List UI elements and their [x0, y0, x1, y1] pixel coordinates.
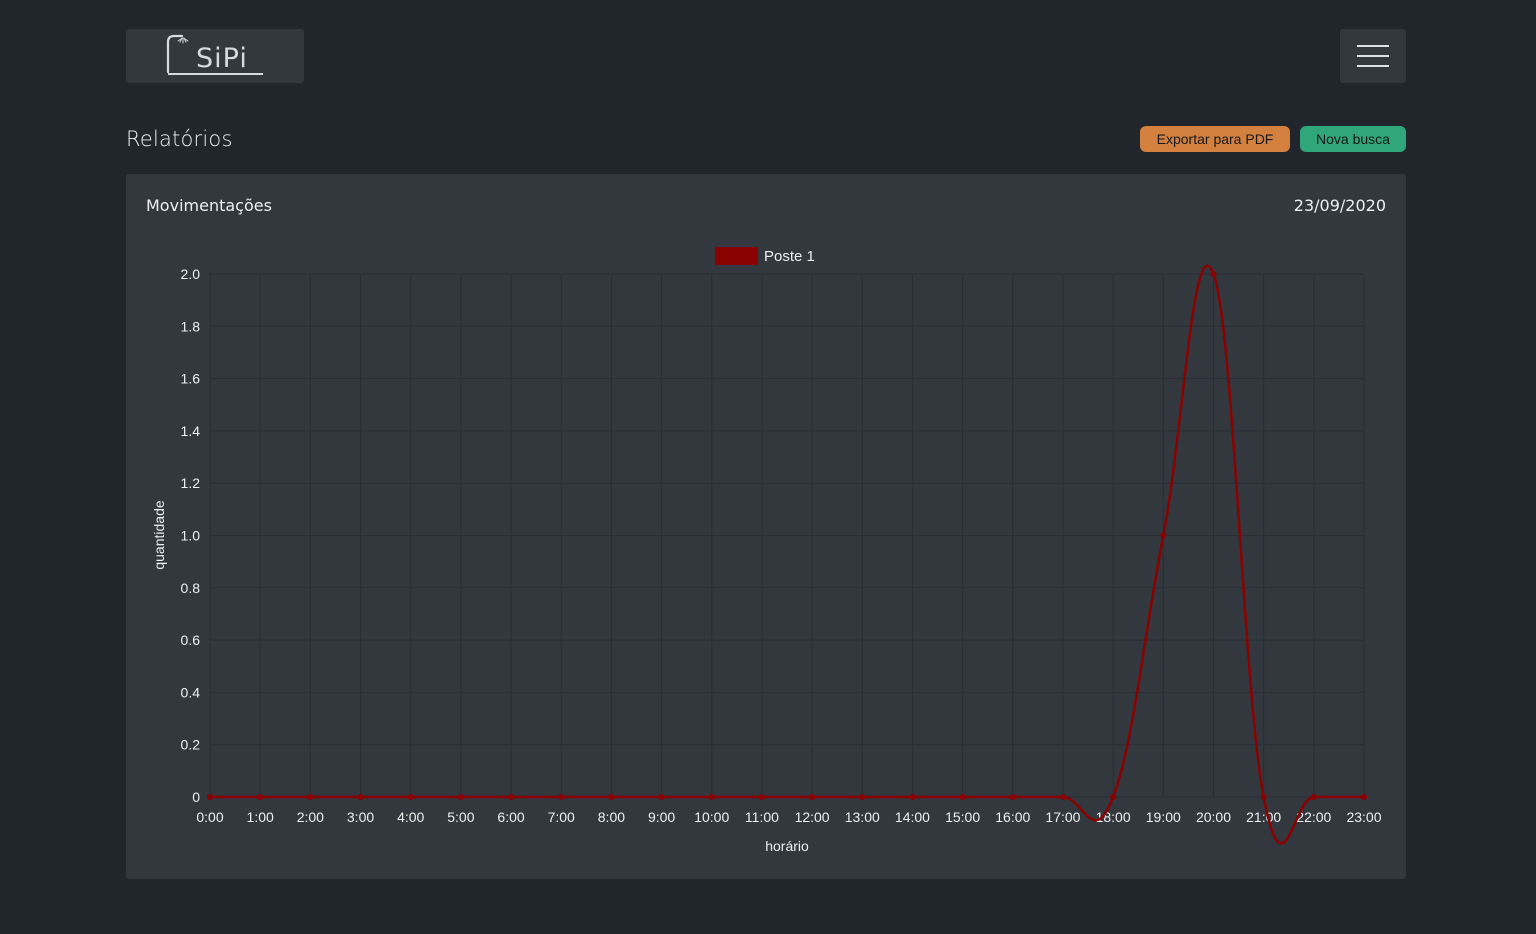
data-point: [1210, 271, 1217, 277]
y-tick-label: 0: [192, 789, 200, 805]
x-tick-label: 15:00: [945, 809, 980, 825]
x-tick-label: 19:00: [1146, 809, 1181, 825]
logo-mark: SiPi: [166, 34, 263, 75]
data-point: [207, 794, 213, 800]
data-point: [1361, 794, 1367, 800]
data-point: [307, 794, 314, 800]
y-axis-ticks: 0 0.2 0.4 0.6 0.8 1.0 1.2 1.4 1.6 1.8 2.0: [181, 266, 201, 805]
x-tick-label: 4:00: [397, 809, 424, 825]
x-tick-label: 6:00: [497, 809, 524, 825]
x-tick-label: 20:00: [1196, 809, 1231, 825]
x-tick-label: 21:00: [1246, 809, 1281, 825]
y-tick-label: 0.6: [181, 632, 201, 648]
movements-chart: 0 0.2 0.4 0.6 0.8 1.0 1.2 1.4 1.6 1.8 2.0 0:00 1:00…: [151, 247, 1382, 854]
y-tick-label: 1.2: [181, 475, 201, 491]
report-card: Movimentações 23/09/2020 0 0.2 0.4 0.6 0.8 1.…: [126, 174, 1406, 879]
chart-grid: [209, 273, 1365, 798]
export-pdf-button[interactable]: Exportar para PDF: [1140, 126, 1290, 152]
data-point: [1160, 532, 1167, 539]
x-tick-label: 1:00: [247, 809, 274, 825]
data-point: [859, 794, 866, 800]
x-tick-label: 10:00: [694, 809, 729, 825]
page-title: Relatórios: [126, 127, 233, 151]
data-point: [257, 794, 264, 800]
legend-label: Poste 1: [764, 248, 815, 265]
x-tick-label: 13:00: [845, 809, 880, 825]
data-point: [508, 794, 515, 800]
data-point: [959, 794, 966, 800]
x-axis-ticks: 0:00 1:00 2:00 3:00 4:00 5:00 6:00 7:00 8:00 9:00…: [196, 809, 1381, 825]
data-point: [658, 794, 665, 800]
x-tick-label: 2:00: [297, 809, 324, 825]
data-point: [357, 794, 364, 800]
data-point: [1310, 794, 1317, 800]
y-tick-label: 1.8: [181, 318, 201, 334]
x-tick-label: 3:00: [347, 809, 374, 825]
menu-button[interactable]: [1340, 29, 1406, 83]
data-point: [1110, 794, 1117, 800]
y-axis-title: quantidade: [151, 500, 167, 570]
data-point: [909, 794, 916, 800]
data-point: [1260, 794, 1267, 800]
chart-series: [207, 264, 1367, 845]
y-tick-label: 1.6: [181, 371, 201, 387]
x-tick-label: 23:00: [1346, 809, 1381, 825]
logo-text: SiPi: [196, 43, 248, 74]
hamburger-icon: [1357, 45, 1389, 67]
data-point: [809, 794, 816, 800]
x-tick-label: 22:00: [1296, 809, 1331, 825]
data-point: [608, 794, 615, 800]
x-tick-label: 16:00: [995, 809, 1030, 825]
data-point: [708, 794, 715, 800]
y-tick-label: 2.0: [181, 266, 201, 282]
y-tick-label: 0.8: [181, 580, 201, 596]
card-title: Movimentações: [146, 196, 272, 215]
legend-swatch: [715, 247, 758, 265]
data-point: [407, 794, 414, 800]
data-point: [1059, 794, 1066, 800]
logo[interactable]: SiPi: [126, 29, 304, 83]
x-axis-title: horário: [765, 838, 809, 854]
data-point: [758, 794, 765, 800]
x-tick-label: 12:00: [795, 809, 830, 825]
new-search-button[interactable]: Nova busca: [1300, 126, 1406, 152]
x-tick-label: 5:00: [447, 809, 474, 825]
y-tick-label: 1.4: [181, 423, 201, 439]
x-tick-label: 17:00: [1045, 809, 1080, 825]
y-tick-label: 1.0: [181, 528, 201, 544]
x-tick-label: 7:00: [548, 809, 575, 825]
series-line: [209, 264, 1364, 845]
x-tick-label: 14:00: [895, 809, 930, 825]
x-tick-label: 11:00: [745, 809, 779, 825]
data-point: [558, 794, 565, 800]
data-point: [457, 794, 464, 800]
x-tick-label: 9:00: [648, 809, 675, 825]
y-tick-label: 0.2: [181, 737, 201, 753]
chart-legend[interactable]: Poste 1: [715, 247, 815, 265]
report-date: 23/09/2020: [1293, 196, 1386, 215]
x-tick-label: 8:00: [598, 809, 625, 825]
data-point: [1009, 794, 1016, 800]
x-tick-label: 0:00: [196, 809, 223, 825]
y-tick-label: 0.4: [181, 684, 201, 700]
